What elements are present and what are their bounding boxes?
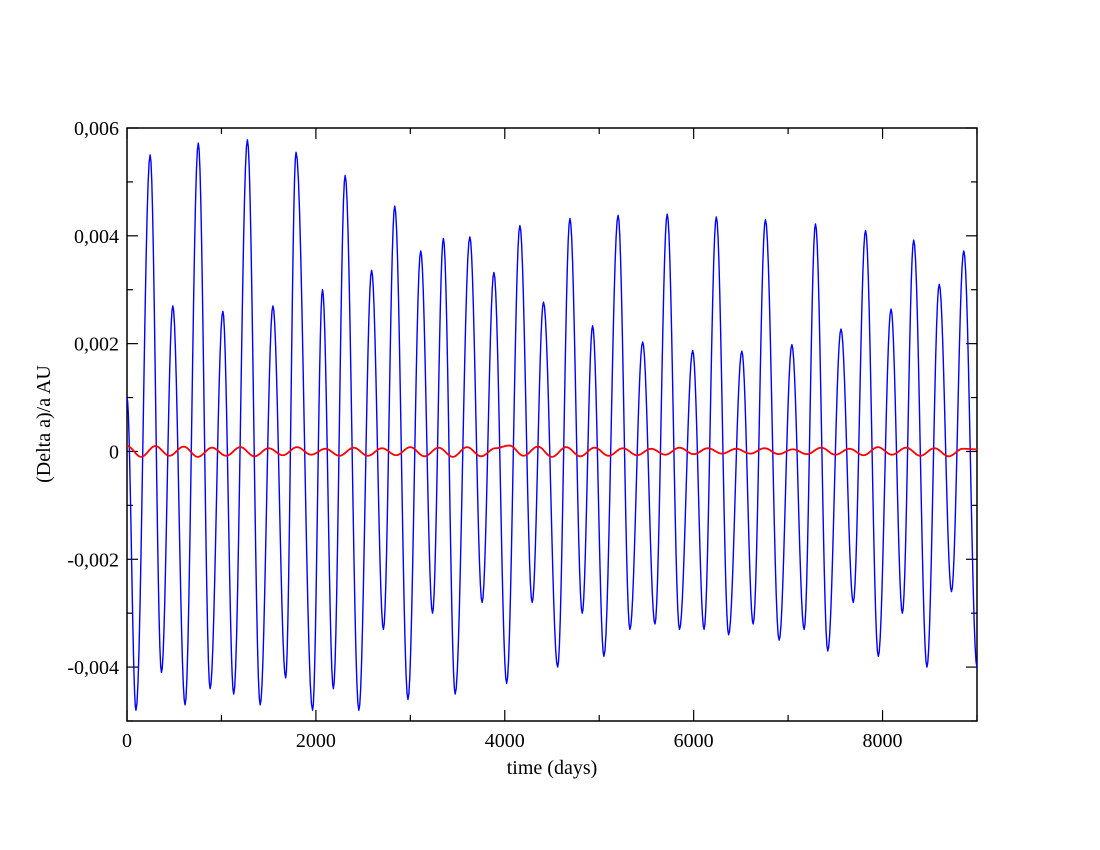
y-tick-label: 0,006 (74, 118, 119, 140)
x-tick-label: 6000 (674, 730, 714, 752)
plot-frame (126, 127, 978, 722)
y-axis-ticks: -0,004 -0,002 0 0,002 0,004 0,006 (67, 118, 977, 722)
series-line-2 (126, 444, 978, 458)
y-tick-label: 0 (109, 441, 119, 463)
y-axis-label: (Delta a)/a AU (33, 365, 55, 483)
x-axis-ticks: 0 2000 4000 6000 8000 (122, 128, 978, 752)
series-line-1 (126, 139, 978, 711)
y-tick-label: -0,002 (67, 549, 119, 571)
x-tick-label: 2000 (296, 730, 336, 752)
x-axis-label: time (days) (507, 757, 598, 779)
y-tick-label: -0,004 (67, 657, 119, 679)
x-tick-label: 4000 (485, 730, 525, 752)
series-layer (126, 139, 978, 711)
x-tick-label: 0 (122, 730, 132, 752)
y-tick-label: 0,002 (74, 334, 119, 356)
y-tick-label: 0,004 (74, 226, 119, 248)
x-tick-label: 8000 (863, 730, 903, 752)
